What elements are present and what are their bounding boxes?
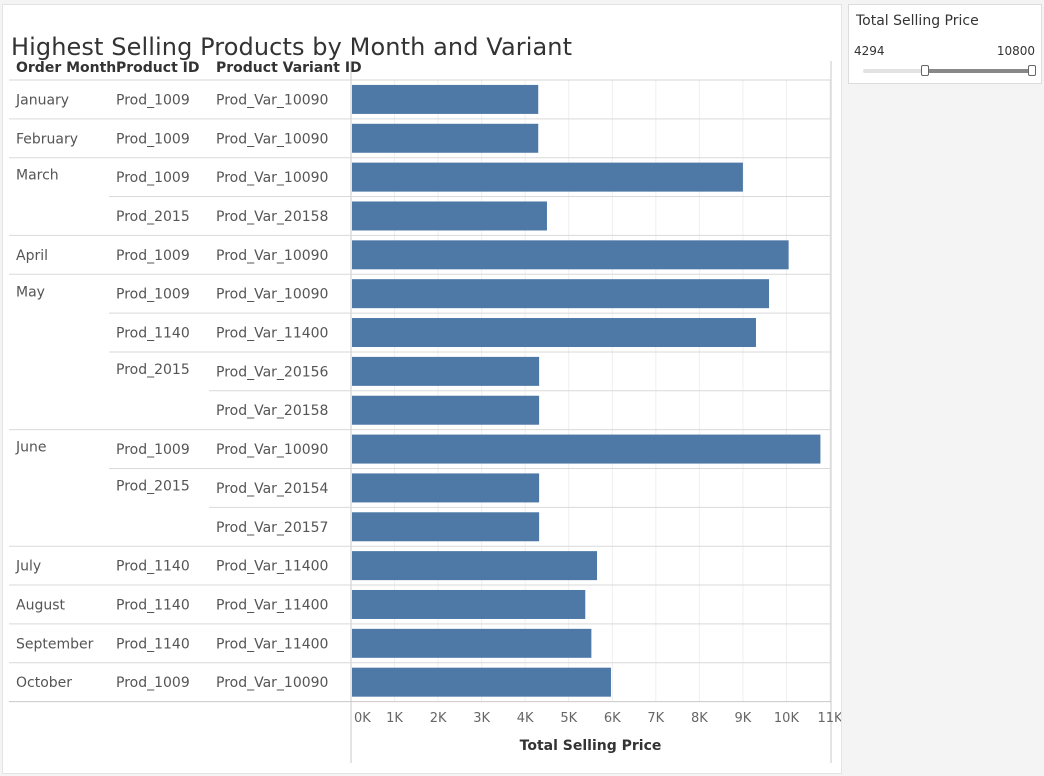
variant-label: Prod_Var_10090: [216, 675, 328, 691]
bar[interactable]: [352, 434, 821, 464]
bar[interactable]: [352, 395, 540, 425]
x-tick-label: 7K: [647, 711, 664, 726]
month-label: April: [16, 248, 48, 264]
month-label: June: [15, 440, 47, 456]
bar-chart: January Prod_1009 Prod_Var_10090 February Pr…: [9, 61, 841, 763]
x-tick-label: 0K: [354, 711, 371, 726]
variant-label: Prod_Var_20157: [216, 520, 328, 536]
product-label: Prod_1140: [116, 636, 190, 652]
variant-label: Prod_Var_10090: [216, 248, 328, 264]
product-label: Prod_1140: [116, 597, 190, 613]
x-tick-label: 1K: [386, 711, 403, 726]
header-product-id[interactable]: Product ID: [116, 60, 200, 76]
variant-label: Prod_Var_11400: [216, 326, 328, 342]
filter-title: Total Selling Price: [856, 13, 979, 29]
product-label: Prod_1140: [116, 559, 190, 575]
month-label: May: [16, 284, 45, 300]
variant-label: Prod_Var_10090: [216, 131, 328, 147]
x-tick-label: 6K: [604, 711, 621, 726]
product-label: Prod_1009: [116, 248, 190, 264]
bar[interactable]: [352, 589, 586, 619]
variant-label: Prod_Var_11400: [216, 636, 328, 652]
header-product-variant-id[interactable]: Product Variant ID: [216, 60, 362, 76]
bar[interactable]: [352, 279, 770, 309]
slider-max-handle[interactable]: [1028, 65, 1036, 76]
variant-label: Prod_Var_10090: [216, 287, 328, 303]
bar[interactable]: [352, 473, 540, 503]
bar[interactable]: [352, 356, 540, 386]
page-title: Highest Selling Products by Month and Va…: [11, 33, 573, 62]
product-label: Prod_1009: [116, 131, 190, 147]
product-label: Prod_2015: [116, 362, 190, 378]
variant-label: Prod_Var_11400: [216, 559, 328, 575]
variant-label: Prod_Var_20158: [216, 209, 328, 225]
product-label: Prod_1009: [116, 675, 190, 691]
filter-max-value: 10800: [996, 44, 1035, 58]
product-label: Prod_1009: [116, 442, 190, 458]
product-label: Prod_1009: [116, 170, 190, 186]
bar[interactable]: [352, 318, 756, 348]
month-label: July: [15, 559, 41, 575]
x-tick-label: 5K: [560, 711, 577, 726]
variant-label: Prod_Var_10090: [216, 442, 328, 458]
variant-label: Prod_Var_20158: [216, 403, 328, 419]
bar[interactable]: [352, 240, 789, 270]
month-label: March: [16, 168, 59, 184]
product-label: Prod_1009: [116, 92, 190, 108]
filter-min-value: 4294: [854, 44, 885, 58]
product-label: Prod_1140: [116, 326, 190, 342]
x-tick-label: 8K: [691, 711, 708, 726]
bar[interactable]: [352, 628, 592, 658]
x-axis-title: Total Selling Price: [520, 738, 662, 754]
month-label: August: [16, 597, 66, 613]
x-tick-label: 11K: [817, 711, 841, 726]
slider-min-handle[interactable]: [921, 65, 929, 76]
bar[interactable]: [352, 84, 539, 114]
variant-label: Prod_Var_20154: [216, 481, 329, 497]
month-label: September: [16, 636, 94, 652]
month-label: October: [16, 675, 72, 691]
product-label: Prod_2015: [116, 209, 190, 225]
bar[interactable]: [352, 551, 598, 581]
x-tick-label: 4K: [517, 711, 534, 726]
dashboard-sheet: Highest Selling Products by Month and Va…: [2, 4, 842, 774]
slider-selected-range[interactable]: [924, 69, 1032, 73]
product-label: Prod_2015: [116, 479, 190, 495]
bar[interactable]: [352, 201, 547, 231]
variant-label: Prod_Var_20156: [216, 364, 329, 380]
variant-label: Prod_Var_11400: [216, 597, 328, 613]
bar[interactable]: [352, 162, 743, 192]
x-tick-label: 2K: [430, 711, 447, 726]
bar[interactable]: [352, 512, 540, 542]
total-selling-price-filter: Total Selling Price 4294 10800: [848, 4, 1042, 84]
x-tick-label: 3K: [473, 711, 490, 726]
variant-label: Prod_Var_10090: [216, 170, 328, 186]
month-label: January: [15, 92, 69, 108]
x-tick-label: 10K: [774, 711, 800, 726]
header-order-month[interactable]: Order Month: [16, 60, 117, 76]
month-label: February: [16, 131, 78, 147]
bar[interactable]: [352, 123, 539, 153]
product-label: Prod_1009: [116, 287, 190, 303]
x-tick-label: 9K: [735, 711, 752, 726]
variant-label: Prod_Var_10090: [216, 92, 328, 108]
bar[interactable]: [352, 667, 611, 697]
